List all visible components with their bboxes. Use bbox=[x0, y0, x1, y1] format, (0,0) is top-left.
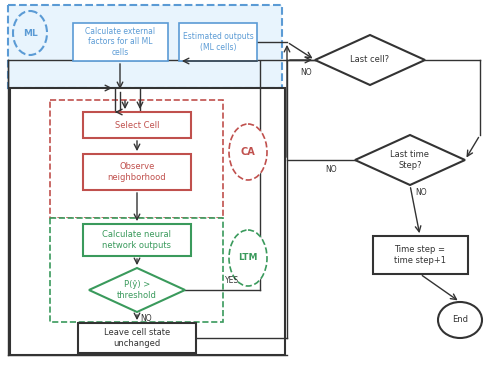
Text: Select Cell: Select Cell bbox=[115, 120, 159, 130]
Text: Calculate neural
network outputs: Calculate neural network outputs bbox=[102, 230, 172, 250]
Text: Calculate external
factors for all ML
cells: Calculate external factors for all ML ce… bbox=[85, 27, 155, 57]
Text: CA: CA bbox=[240, 147, 256, 157]
Text: NO: NO bbox=[415, 188, 426, 197]
Text: NO: NO bbox=[325, 165, 336, 174]
Bar bbox=[83, 224, 191, 256]
Bar bbox=[72, 23, 168, 61]
Text: End: End bbox=[452, 316, 468, 324]
Polygon shape bbox=[89, 268, 185, 312]
Bar bbox=[83, 112, 191, 138]
Bar bbox=[8, 5, 282, 88]
Ellipse shape bbox=[438, 302, 482, 338]
Text: Last time
Step?: Last time Step? bbox=[390, 150, 430, 170]
Bar bbox=[50, 100, 223, 218]
Text: NO: NO bbox=[300, 68, 312, 77]
Text: Last cell?: Last cell? bbox=[350, 55, 390, 65]
Text: ML: ML bbox=[22, 29, 38, 37]
Ellipse shape bbox=[229, 230, 267, 286]
Bar bbox=[10, 88, 285, 355]
Ellipse shape bbox=[229, 124, 267, 180]
Bar bbox=[372, 236, 468, 274]
Bar bbox=[78, 323, 196, 353]
Text: Time step =
time step+1: Time step = time step+1 bbox=[394, 245, 446, 265]
Text: Estimated outputs
(ML cells): Estimated outputs (ML cells) bbox=[182, 32, 254, 52]
Ellipse shape bbox=[13, 11, 47, 55]
Bar bbox=[50, 218, 223, 322]
Polygon shape bbox=[355, 135, 465, 185]
Bar bbox=[179, 23, 257, 61]
Polygon shape bbox=[315, 35, 425, 85]
Text: LTM: LTM bbox=[238, 254, 258, 262]
Text: NO: NO bbox=[140, 314, 151, 323]
Text: P(ŷ) >
threshold: P(ŷ) > threshold bbox=[117, 280, 157, 300]
Bar bbox=[83, 154, 191, 190]
Text: Observe
neighborhood: Observe neighborhood bbox=[108, 162, 166, 182]
Text: Leave cell state
unchanged: Leave cell state unchanged bbox=[104, 328, 170, 348]
Text: YES: YES bbox=[225, 276, 239, 285]
